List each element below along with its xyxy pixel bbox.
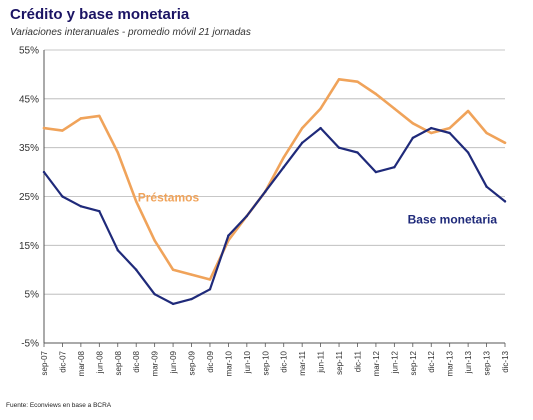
data-point — [227, 234, 230, 237]
x-tick-label: jun-09 — [169, 350, 178, 374]
data-point — [466, 109, 470, 113]
y-tick-label: 15% — [19, 241, 39, 252]
x-tick-label: jun-10 — [243, 350, 252, 374]
data-point — [356, 151, 359, 154]
series-line — [42, 127, 507, 305]
data-point — [135, 200, 138, 203]
data-point — [300, 141, 304, 144]
data-point — [79, 205, 83, 208]
x-tick-label: mar-13 — [446, 350, 455, 376]
x-tick-label: dic-12 — [427, 350, 436, 372]
data-point — [61, 129, 64, 132]
x-tick-label: dic-10 — [280, 350, 289, 372]
x-tick-label: mar-08 — [77, 350, 86, 376]
data-point — [116, 151, 119, 154]
x-tick-label: mar-09 — [151, 350, 160, 376]
data-point — [282, 166, 285, 169]
chart-subtitle: Variaciones interanuales - promedio móvi… — [10, 27, 251, 38]
data-point — [282, 156, 285, 159]
x-tick-label: jun-08 — [95, 350, 104, 374]
data-point — [153, 239, 156, 242]
data-point — [153, 292, 156, 296]
data-point — [503, 141, 507, 144]
data-point — [116, 249, 119, 252]
data-point — [356, 80, 359, 83]
x-tick-label: dic-13 — [501, 350, 510, 372]
series-label: Base monetaria — [408, 212, 498, 226]
data-point — [245, 214, 249, 218]
chart-title: Crédito y base monetaria — [10, 6, 190, 23]
y-tick-label: 25% — [19, 192, 39, 203]
data-point — [411, 136, 414, 140]
y-tick-label: 55% — [19, 46, 39, 57]
data-point — [61, 195, 64, 198]
data-point — [171, 268, 175, 271]
data-point — [98, 114, 101, 118]
data-point — [300, 126, 304, 130]
series-line — [42, 78, 507, 281]
data-point — [42, 126, 46, 130]
data-point — [337, 146, 341, 149]
x-tick-label: jun-11 — [317, 350, 326, 373]
data-point — [337, 78, 341, 81]
data-point — [448, 126, 451, 130]
data-point — [393, 107, 396, 110]
y-tick-label: 5% — [25, 290, 40, 301]
x-tick-label: sep-12 — [409, 350, 418, 375]
x-tick-label: jun-12 — [390, 350, 399, 374]
x-tick-label: sep-10 — [261, 350, 270, 375]
x-tick-label: dic-09 — [206, 350, 215, 372]
x-tick-label: mar-10 — [224, 350, 233, 376]
x-tick-label: mar-12 — [372, 350, 381, 376]
data-point — [430, 131, 433, 135]
data-point — [393, 166, 396, 169]
data-point — [208, 288, 212, 291]
data-point — [411, 122, 414, 125]
data-point — [448, 131, 451, 135]
data-point — [208, 278, 212, 281]
x-tick-label: dic-11 — [353, 350, 362, 372]
data-point — [79, 117, 83, 120]
data-point — [171, 302, 175, 306]
data-point — [485, 131, 488, 135]
x-tick-label: dic-08 — [132, 350, 141, 372]
data-point — [319, 126, 322, 130]
data-point — [190, 273, 193, 276]
data-point — [98, 209, 101, 213]
data-point — [319, 107, 322, 110]
x-tick-label: jun-13 — [464, 350, 473, 374]
x-tick-label: mar-11 — [298, 350, 307, 375]
data-point — [374, 92, 378, 96]
y-tick-label: -5% — [21, 339, 39, 350]
x-tick-label: sep-08 — [114, 350, 123, 375]
data-point — [485, 185, 488, 188]
series-label: Préstamos — [138, 190, 200, 204]
data-point — [466, 151, 470, 154]
data-point — [503, 200, 507, 203]
x-tick-label: dic-07 — [58, 350, 67, 372]
y-tick-label: 45% — [19, 94, 39, 105]
data-point — [42, 170, 46, 174]
x-tick-label: sep-13 — [483, 350, 492, 375]
y-tick-label: 35% — [19, 143, 39, 154]
data-point — [264, 190, 267, 193]
data-point — [430, 126, 433, 130]
data-point — [135, 268, 138, 271]
x-tick-label: sep-11 — [335, 350, 344, 374]
x-tick-label: sep-09 — [188, 350, 197, 375]
data-point — [374, 170, 378, 174]
chart-source: Fuente: Econviews en base a BCRA — [6, 402, 112, 409]
data-point — [190, 297, 193, 301]
x-tick-label: sep-07 — [40, 350, 49, 375]
line-chart: 55% 45% 35% 25% 15% 5% -5% sep-07 dic-07 mar-08 j… — [19, 46, 510, 377]
